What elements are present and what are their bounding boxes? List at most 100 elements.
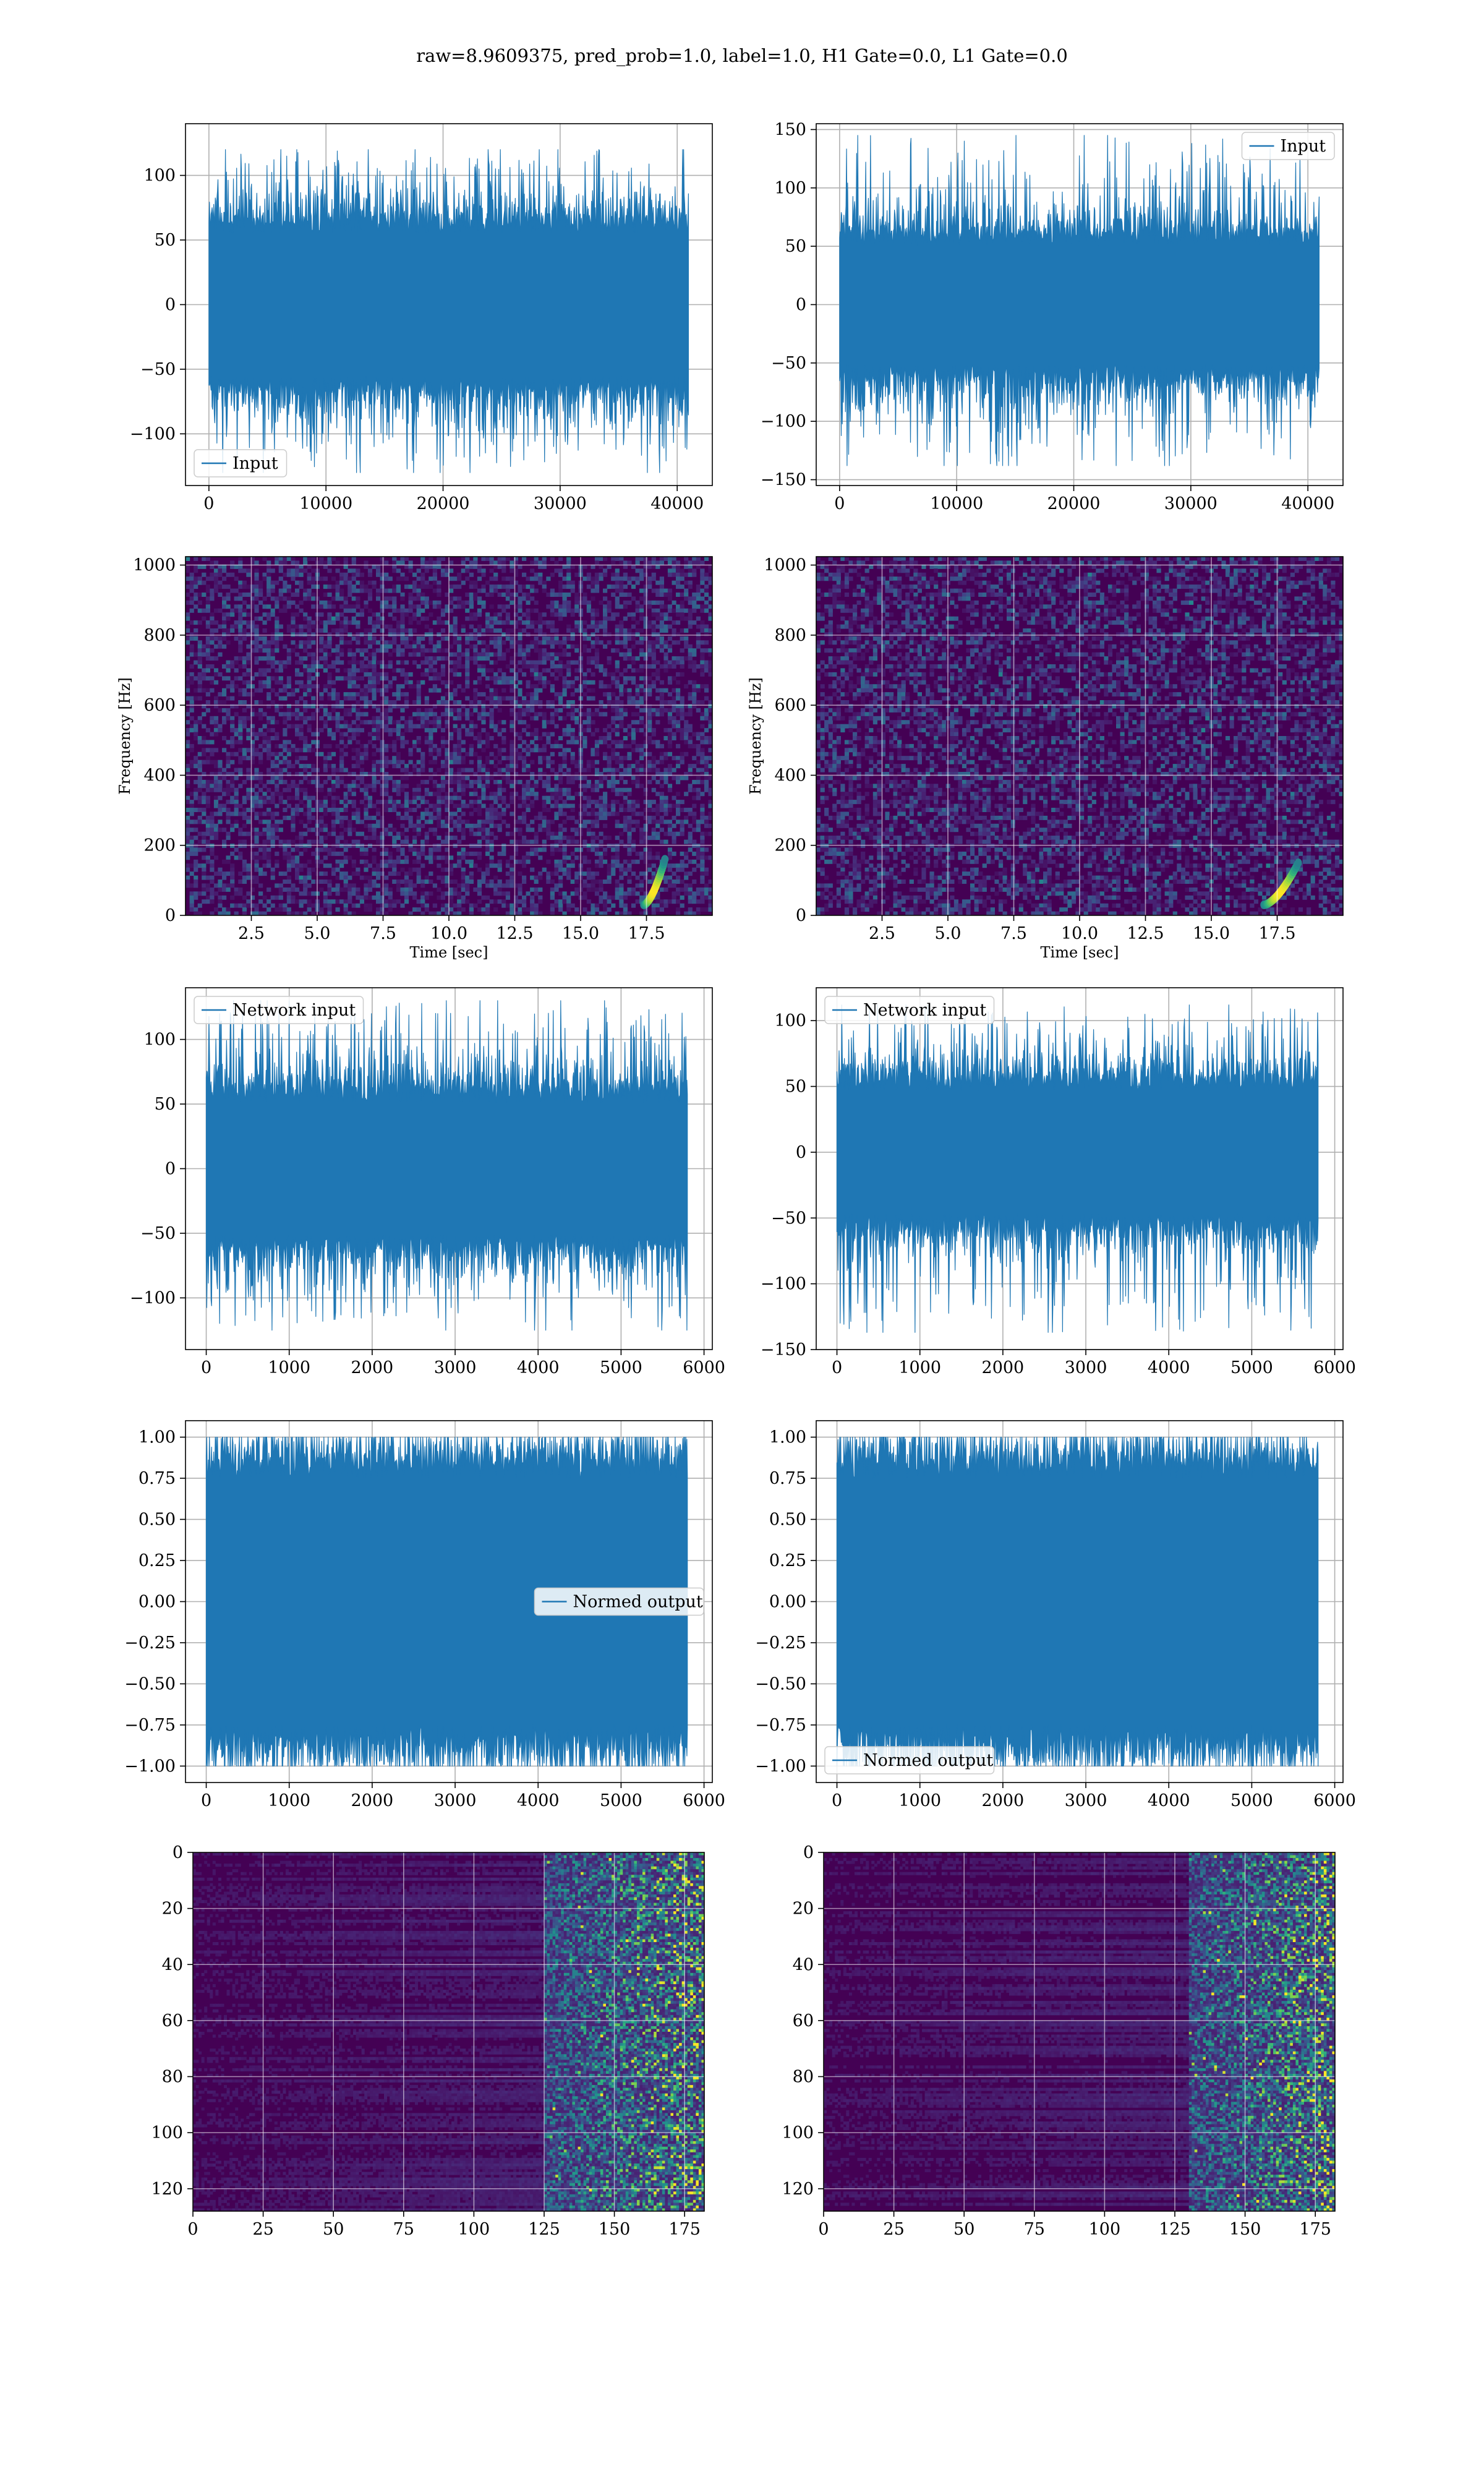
- spectrogram-cell: [367, 636, 373, 641]
- spectrogram-cell: [591, 883, 595, 888]
- spectrogram-cell: [348, 712, 352, 717]
- spectrogram-cell: [396, 704, 401, 709]
- spectrogram-cell: [574, 907, 579, 912]
- spectrogram-cell: [449, 708, 454, 713]
- spectrogram-cell: [303, 648, 308, 653]
- spectrogram-cell: [473, 636, 478, 641]
- spectrogram-cell: [372, 684, 377, 689]
- spectrogram-cell: [218, 764, 223, 769]
- spectrogram-cell: [449, 907, 454, 912]
- spectrogram-cell: [453, 640, 458, 645]
- spectrogram-cell: [202, 811, 207, 816]
- spectrogram-cell: [594, 907, 600, 912]
- spectrogram-cell: [449, 891, 454, 896]
- spectrogram-cell: [510, 720, 514, 725]
- spectrogram-cell: [445, 907, 450, 912]
- spectrogram-cell: [603, 632, 608, 637]
- spectrogram-cell: [566, 572, 571, 577]
- spectrogram-cell: [542, 632, 547, 637]
- spectrogram-cell: [538, 875, 543, 880]
- spectrogram-cell: [343, 875, 348, 880]
- spectrogram-cell: [218, 708, 223, 713]
- spectrogram-cell: [530, 644, 535, 649]
- spectrogram-cell: [291, 820, 296, 824]
- spectrogram-cell: [376, 736, 381, 740]
- spectrogram-cell: [270, 831, 275, 836]
- spectrogram-cell: [485, 867, 490, 872]
- spectrogram-cell: [526, 859, 531, 864]
- spectrogram-cell: [591, 632, 595, 637]
- spectrogram-cell: [222, 632, 227, 637]
- spectrogram-cell: [603, 808, 608, 812]
- spectrogram-cell: [554, 668, 559, 673]
- spectrogram-cell: [319, 560, 324, 565]
- spectrogram-cell: [505, 903, 510, 908]
- spectrogram-cell: [283, 743, 288, 748]
- spectrogram-cell: [497, 728, 502, 733]
- spectrogram-cell: [356, 660, 360, 665]
- spectrogram-cell: [364, 636, 369, 641]
- spectrogram-cell: [299, 800, 304, 805]
- spectrogram-cell: [404, 704, 409, 709]
- spectrogram-cell: [339, 632, 344, 637]
- spectrogram-cell: [550, 820, 555, 824]
- spectrogram-cell: [343, 855, 348, 860]
- spectrogram-cell: [213, 580, 219, 585]
- spectrogram-cell: [186, 616, 190, 621]
- spectrogram-cell: [250, 880, 255, 884]
- spectrogram-cell: [238, 903, 243, 908]
- spectrogram-cell: [489, 736, 494, 740]
- spectrogram-cell: [356, 764, 360, 769]
- spectrogram-cell: [615, 648, 620, 653]
- spectrogram-cell: [384, 576, 389, 581]
- spectrogram-cell: [270, 720, 275, 725]
- spectrogram-cell: [234, 847, 239, 852]
- spectrogram-cell: [591, 608, 595, 613]
- spectrogram-cell: [327, 903, 332, 908]
- spectrogram-cell: [226, 820, 231, 824]
- spectrogram-cell: [400, 668, 405, 673]
- spectrogram-cell: [489, 760, 494, 764]
- spectrogram-cell: [530, 895, 535, 900]
- spectrogram-cell: [270, 580, 275, 585]
- spectrogram-cell: [481, 588, 486, 593]
- spectrogram-cell: [432, 847, 437, 852]
- spectrogram-cell: [477, 692, 482, 697]
- spectrogram-cell: [558, 839, 563, 844]
- spectrogram-cell: [218, 883, 223, 888]
- spectrogram-cell: [335, 768, 340, 773]
- spectrogram-cell: [210, 887, 215, 892]
- spectrogram-cell: [611, 776, 616, 781]
- spectrogram-cell: [303, 764, 308, 769]
- spectrogram-cell: [262, 820, 267, 824]
- spectrogram-cell: [582, 684, 587, 689]
- spectrogram-cell: [384, 831, 389, 836]
- spectrogram-cell: [242, 672, 247, 677]
- spectrogram-cell: [473, 652, 478, 657]
- spectrogram-cell: [546, 756, 551, 761]
- spectrogram-cell: [534, 664, 539, 669]
- spectrogram-cell: [611, 648, 616, 653]
- spectrogram-cell: [384, 700, 389, 704]
- spectrogram-cell: [550, 903, 555, 908]
- spectrogram-cell: [286, 863, 291, 868]
- spectrogram-cell: [267, 820, 271, 824]
- spectrogram-cell: [303, 875, 308, 880]
- spectrogram-cell: [574, 736, 579, 740]
- spectrogram-cell: [566, 863, 571, 868]
- spectrogram-cell: [367, 664, 373, 669]
- spectrogram-cell: [485, 815, 490, 820]
- spectrogram-cell: [530, 800, 535, 805]
- spectrogram-cell: [376, 811, 381, 816]
- spectrogram-cell: [530, 847, 535, 852]
- spectrogram-cell: [278, 751, 283, 756]
- spectrogram-cell: [594, 800, 600, 805]
- spectrogram-cell: [513, 760, 519, 764]
- spectrogram-cell: [283, 588, 288, 593]
- spectrogram-cell: [445, 593, 450, 597]
- spectrogram-cell: [388, 831, 393, 836]
- spectrogram-cell: [432, 724, 437, 729]
- spectrogram-cell: [222, 883, 227, 888]
- spectrogram-cell: [343, 839, 348, 844]
- spectrogram-cell: [538, 712, 543, 717]
